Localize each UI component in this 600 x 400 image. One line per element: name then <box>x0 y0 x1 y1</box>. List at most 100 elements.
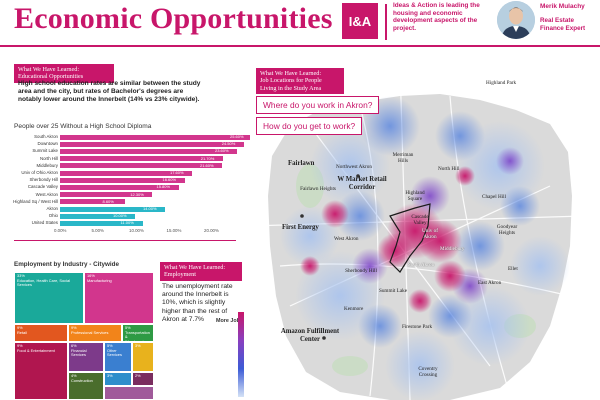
map-place-firestone-park: Firestone Park <box>401 324 433 330</box>
treemap-tile <box>104 386 154 400</box>
question-where-work: Where do you work in Akron? <box>256 96 380 114</box>
treemap-tile: 9% Retail <box>14 324 68 342</box>
map-place-cascade-valley: Cascade Valley <box>411 214 429 226</box>
bar-value-label: 8.60% <box>102 198 114 204</box>
treemap-tile: 9% Professional Services <box>68 324 122 342</box>
bar <box>60 141 244 147</box>
map-label-line1: What We Have Learned: <box>260 70 322 77</box>
bar <box>60 213 135 219</box>
map-place-east-akron: East Akron <box>478 280 502 286</box>
bar-category-label: West Akron <box>35 191 58 197</box>
treemap-tile-name: Transportation & Warehousing <box>125 329 150 342</box>
map-place-northwest-akron: Northwest Akron <box>336 164 372 170</box>
bar <box>60 220 143 226</box>
bar <box>60 192 153 198</box>
map-label-line2: Job Locations for People <box>260 77 322 85</box>
map-place-south-akron: South Akron <box>407 262 435 268</box>
bar-value-label: 25.60% <box>230 134 244 139</box>
section-divider <box>14 240 236 241</box>
page-title: Economic Opportunities <box>14 2 333 35</box>
legend-more-jobs: More Jobs <box>216 318 243 324</box>
treemap-tile: 33% Education, Health Care, Social Servic… <box>14 272 84 324</box>
education-label-line1: What We Have Learned: <box>18 66 80 73</box>
bar-chart: South Akron 25.60% Downtown 24.50% Summit La… <box>0 134 252 229</box>
bar-category-label: Ohio <box>48 213 58 219</box>
treemap-tile-pct: 16% <box>87 273 95 278</box>
map-place-kenmore: Kenmore <box>344 306 364 312</box>
map-place-north-hill: North Hill <box>438 166 460 172</box>
bar-category-label: South Akron <box>34 134 58 139</box>
treemap-tile: 3% <box>132 342 154 372</box>
bar-value-label: 17.60% <box>170 170 184 175</box>
bar-row: North Hill 21.70% <box>0 156 240 162</box>
treemap-tile-pct: 9% <box>17 325 23 330</box>
bar-category-label: Middlebury <box>36 162 58 168</box>
education-label: What We Have Learned: Educational Opport… <box>14 64 114 83</box>
chart-title: People over 25 Without a High School Dip… <box>14 123 152 130</box>
treemap-tile: 3% <box>104 372 132 386</box>
avatar <box>497 1 535 39</box>
bar <box>60 148 237 154</box>
employment-label-line1: What We Have Learned: <box>164 264 226 271</box>
bar-value-label: 21.70% <box>200 155 215 161</box>
bar <box>60 177 185 183</box>
bar-value-label: 10.00% <box>113 213 127 219</box>
map-place-middlebury: Middlebury <box>440 246 465 252</box>
map-place-fairlawn: Fairlawn <box>288 160 315 167</box>
bar <box>60 156 223 162</box>
treemap-tile-pct: 5% <box>125 325 131 330</box>
treemap-tile: 6% Financial Services <box>68 342 104 372</box>
bar-row: United States 11.00% <box>0 220 240 226</box>
header-divider <box>385 4 387 40</box>
treemap-tile-name: Education, Health Care, Social Services <box>17 277 70 288</box>
bar-category-label: United States <box>31 220 58 226</box>
bar-value-label: 24.50% <box>221 141 236 147</box>
treemap-tile-pct: 3% <box>135 343 141 348</box>
treemap-tile: 16% Manufacturing <box>84 272 154 324</box>
bar-row: Cascade Valley 15.80% <box>0 184 240 190</box>
treemap-tile-name: Retail <box>17 329 27 335</box>
map-place-fairlawn-heights: Fairlawn Heights <box>300 186 336 192</box>
bar-category-label: Akron <box>46 206 58 211</box>
treemap-tile-name: Financial Services <box>71 347 87 358</box>
treemap-tile: 5% Other Services <box>104 342 132 372</box>
bar-value-label: 23.60% <box>215 148 229 154</box>
bar-row: Downtown 24.50% <box>0 141 244 147</box>
bar-row: Summit Lake 23.60% <box>0 148 240 154</box>
bar-category-label: Univ of Ohio Akron <box>21 170 58 175</box>
x-tick-label: 0.00% <box>54 228 67 233</box>
bar-category-label: Cascade Valley <box>27 184 58 190</box>
treemap-tile-name: Professional Services <box>71 329 109 335</box>
treemap-title: Employment by Industry - Citywide <box>14 261 119 268</box>
education-text: High school education rates are similar … <box>18 80 201 103</box>
treemap-tile-name: Manufacturing <box>87 277 112 283</box>
treemap-tile-pct: 6% <box>71 343 77 348</box>
bar <box>60 184 179 190</box>
map-place-sherbondy-hill: Sherbondy Hill <box>345 268 377 274</box>
treemap-tile-name: Food & Entertainment <box>17 347 55 353</box>
person-name: Merik Mulachy <box>540 3 585 10</box>
bar-row: Sherbondy Hill 16.60% <box>0 177 240 183</box>
x-tick-label: 20.00% <box>204 228 219 233</box>
bar-category-label: Highland Sq / West Hill <box>13 198 58 204</box>
bar-value-label: 14.00% <box>143 206 157 211</box>
person-role: Real Estate Finance Expert <box>540 17 586 32</box>
employment-label: What We Have Learned: Employment <box>160 262 242 281</box>
map-place-merriman-hills: Merriman Hills <box>392 152 414 164</box>
bar <box>60 170 192 176</box>
bar-row: Akron 14.00% <box>0 206 240 212</box>
bar-row: Middlebury 21.60% <box>0 163 240 169</box>
map-place-ellet: Ellet <box>508 266 518 272</box>
treemap-tile-name: Construction <box>71 377 93 383</box>
map-label-line3: Living in the Study Area <box>260 84 322 92</box>
map-place-highland-park: Highland Park <box>486 80 517 86</box>
bar-row: South Akron 25.60% <box>0 134 252 140</box>
treemap-tile-pct: 5% <box>107 343 113 348</box>
bar-value-label: 12.30% <box>130 191 144 197</box>
bar-category-label: North Hill <box>39 155 58 161</box>
treemap-tile: 2% <box>132 372 154 386</box>
bar-category-label: Summit Lake <box>32 148 58 154</box>
treemap-tile-pct: 4% <box>71 373 77 378</box>
x-tick-label: 15.00% <box>166 228 182 233</box>
heatmap-graphic <box>249 65 585 400</box>
